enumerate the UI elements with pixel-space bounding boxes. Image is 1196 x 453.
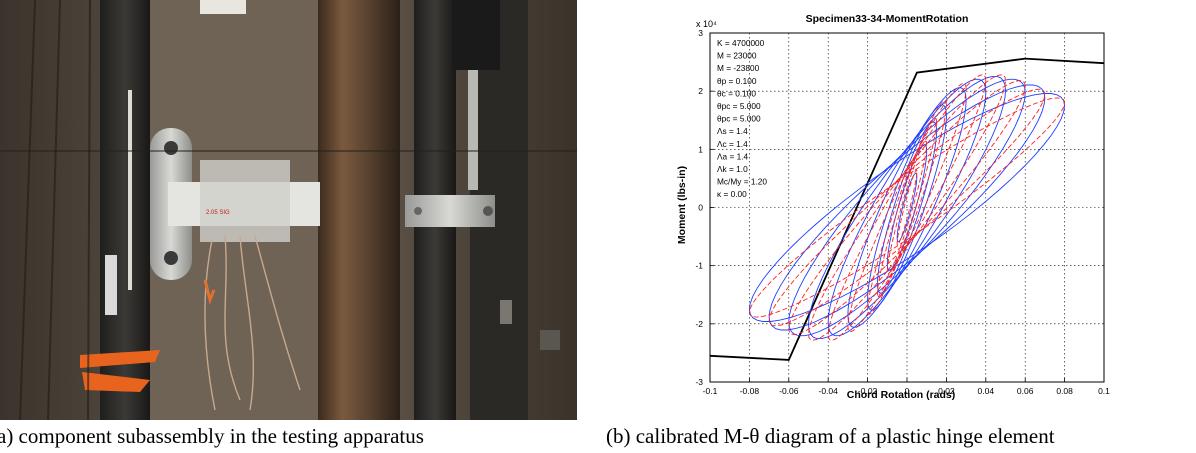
hysteresis-loop: [827, 74, 987, 341]
y-tick-label: 0: [698, 203, 703, 213]
backbone-curve: [709, 57, 1105, 361]
annotation-text: θc = 0.100: [717, 88, 756, 98]
x-axis-label: Chord Rotation (rads): [847, 389, 956, 401]
y-tick-label: 1: [698, 144, 703, 154]
annotation-text: M = 23000: [717, 51, 757, 61]
series-0: [709, 57, 1105, 361]
x-tick-label: 0.04: [978, 386, 995, 396]
chart-svg: Specimen33-34-MomentRotation x 10⁴ Chord…: [676, 13, 1110, 401]
caption-a: (a) component subassembly in the testing…: [0, 424, 424, 448]
hysteresis-loop: [827, 78, 987, 337]
grid: [709, 32, 1105, 383]
annotation-text: K = 4700000: [717, 38, 765, 48]
annotation-text: M = -23800: [717, 63, 760, 73]
x-tick-label: 0.02: [938, 386, 955, 396]
annotation-text: Mc/My = 1.20: [717, 177, 767, 187]
x-tick-label: 0: [905, 386, 910, 396]
annotation-text: Λk = 1.0: [717, 164, 748, 174]
apparatus-photo-drawing: 2.05 SIG: [0, 0, 577, 420]
hysteresis-loop: [748, 97, 1066, 318]
annotation-text: Λs = 1.4: [717, 126, 748, 136]
apparatus-photo: 2.05 SIG: [0, 0, 577, 420]
y-tick-label: -2: [695, 319, 703, 329]
tick-labels: -0.1 -0.08 -0.06 -0.04 -0.02 0 0.02 0.04 0.06 0.0…: [695, 28, 1110, 396]
annotation-text: κ = 0.00: [717, 189, 747, 199]
hysteresis-loop: [808, 74, 1006, 341]
series-2: [748, 74, 1066, 341]
x-tick-label: 0.06: [1017, 386, 1034, 396]
series-layer: [709, 57, 1105, 361]
annotation-text: θpc = 5.000: [717, 114, 761, 124]
hysteresis-loop: [768, 84, 1046, 331]
annotation-text: Λa = 1.4: [717, 151, 749, 161]
hysteresis-loop: [847, 87, 967, 328]
y-tick-label: 3: [698, 28, 703, 38]
hysteresis-loop: [886, 140, 928, 275]
annotation-text: θp = 0.100: [717, 76, 757, 86]
hysteresis-loop: [768, 88, 1046, 327]
y-multiplier-label: x 10⁴: [696, 19, 717, 29]
moment-rotation-chart: Specimen33-34-MomentRotation x 10⁴ Chord…: [656, 0, 1126, 415]
annotations: K = 4700000 M = 23000 M = -23800 θp = 0.100…: [717, 38, 767, 199]
x-tick-label: 0.08: [1056, 386, 1073, 396]
chart-title: Specimen33-34-MomentRotation: [806, 13, 969, 25]
annotation-text: θpc = 5.000: [717, 101, 761, 111]
x-tick-label: -0.02: [858, 386, 878, 396]
y-tick-label: -1: [695, 261, 703, 271]
y-axis-label: Moment (lbs-in): [676, 166, 688, 244]
hysteresis-loop: [847, 82, 967, 333]
caption-b: (b) calibrated M-θ diagram of a plastic …: [606, 424, 1055, 448]
series-1: [748, 75, 1066, 340]
photo-specimen-label: 2.05 SIG: [206, 210, 230, 216]
hysteresis-loop: [748, 93, 1066, 322]
hysteresis-loop: [788, 80, 1026, 335]
hysteresis-loop: [867, 100, 947, 315]
x-tick-label: -0.06: [779, 386, 799, 396]
x-tick-label: 0.1: [1098, 386, 1110, 396]
plot-frame: [709, 32, 1105, 383]
x-tick-label: -0.04: [819, 386, 839, 396]
y-tick-label: 2: [698, 86, 703, 96]
x-tick-label: -0.08: [740, 386, 760, 396]
annotation-text: Λc = 1.4: [717, 139, 748, 149]
y-tick-label: -3: [695, 377, 703, 387]
x-tick-label: -0.1: [703, 386, 718, 396]
hysteresis-loop: [896, 169, 918, 246]
